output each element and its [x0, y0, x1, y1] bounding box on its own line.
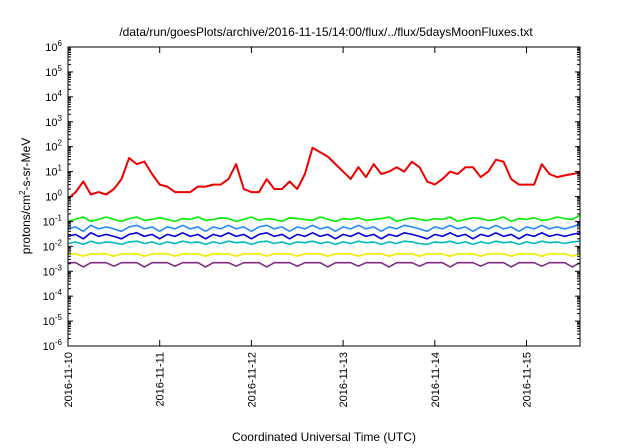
y-axis-label-base: protons/cm: [19, 195, 33, 254]
series-line-2: [67, 214, 581, 223]
y-tick-label: 102: [45, 139, 62, 154]
x-axis-label: Coordinated Universal Time (UTC): [232, 430, 416, 444]
y-tick-label: 101: [45, 164, 62, 179]
y-tick-label: 10-6: [43, 338, 63, 353]
x-tick-label: 2016-11-13: [338, 352, 350, 407]
x-tick-label: 2016-11-12: [246, 352, 258, 407]
series-line-1: [67, 146, 581, 200]
chart-title: /data/run/goesPlots/archive/2016-11-15/1…: [119, 25, 533, 39]
x-tick-label: 2016-11-15: [522, 352, 534, 407]
x-tick-label: 2016-11-10: [63, 352, 75, 407]
x-tick-label: 2016-11-11: [155, 352, 167, 407]
series-line-5: [67, 240, 581, 246]
series-line-6: [68, 253, 581, 258]
y-tick-label: 10-3: [43, 263, 63, 278]
y-tick-label: 106: [45, 39, 62, 54]
series-line-3: [67, 223, 581, 233]
y-tick-label: 10-2: [43, 238, 63, 253]
series-line-4: [67, 232, 581, 240]
x-ticks: 2016-11-10 2016-11-11 2016-11-12 2016-11-13…: [63, 47, 534, 407]
y-tick-label: 10-1: [43, 213, 63, 228]
y-axis-label-sup: 2: [18, 190, 27, 195]
y-axis-label: protons/cm2-s-sr-MeV: [18, 138, 33, 254]
x-tick-label: 2016-11-14: [430, 352, 442, 407]
y-tick-label: 10-5: [43, 313, 63, 328]
y-tick-label: 104: [45, 89, 62, 104]
y-ticks: 10-6 10-5 10-4 10-3 10-2 10-1 100 101 102 103 104 1…: [43, 39, 580, 353]
series-line-7: [68, 261, 581, 268]
plot-frame: [67, 46, 581, 347]
y-tick-label: 100: [45, 189, 62, 204]
y-tick-label: 105: [45, 64, 62, 79]
y-axis-label-rest: -s-sr-MeV: [19, 138, 33, 191]
y-tick-label: 103: [45, 114, 62, 129]
y-tick-label: 10-4: [43, 288, 63, 303]
series-layer: [67, 146, 581, 268]
